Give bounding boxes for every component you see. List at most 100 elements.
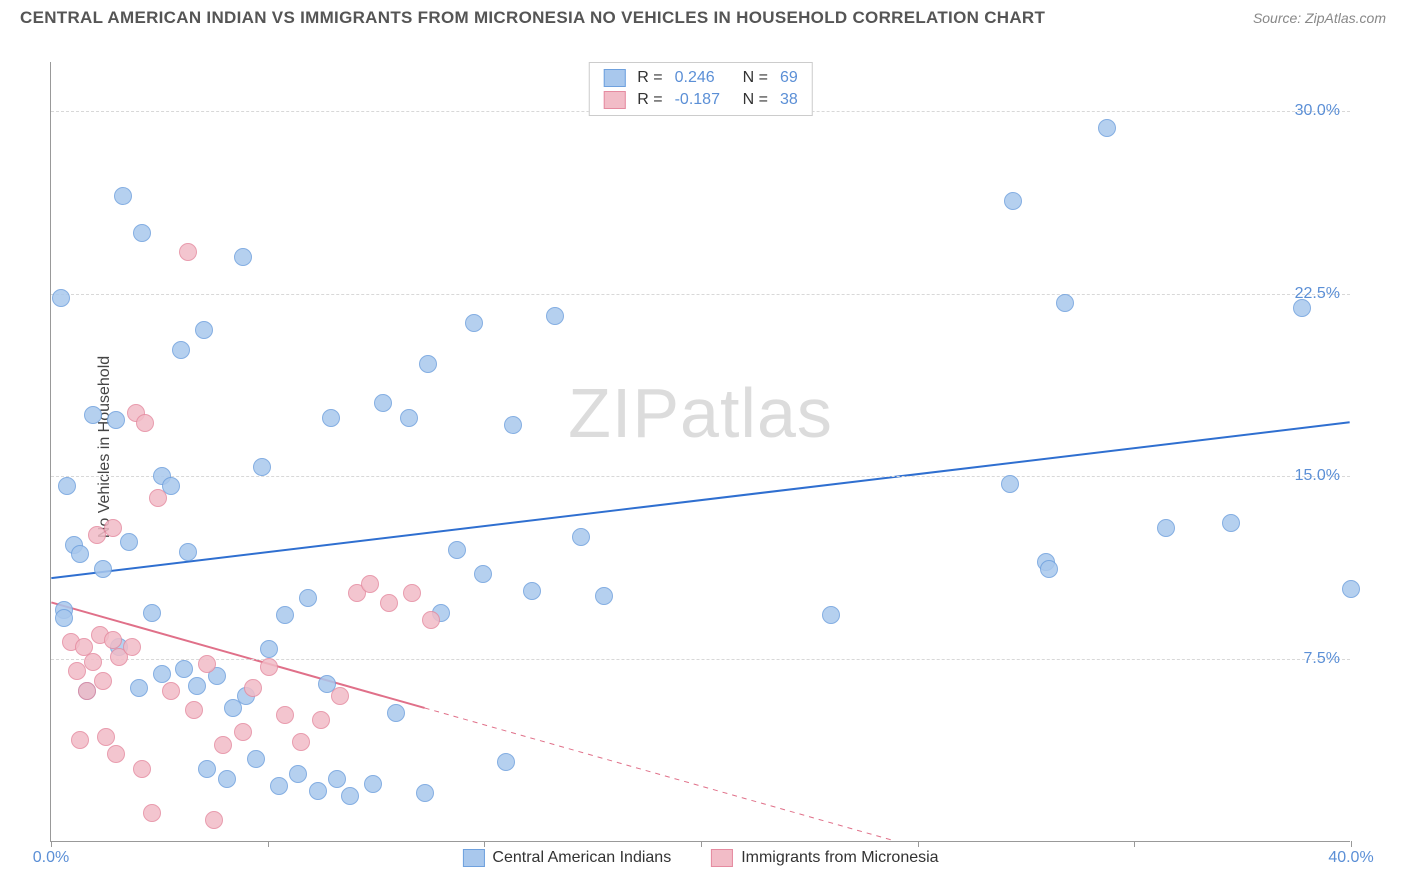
scatter-point: [364, 775, 382, 793]
scatter-point: [422, 611, 440, 629]
x-tick-mark-minor: [1134, 841, 1135, 847]
scatter-point: [179, 543, 197, 561]
scatter-point: [104, 519, 122, 537]
scatter-point: [341, 787, 359, 805]
scatter-point: [374, 394, 392, 412]
x-tick-label: 40.0%: [1328, 849, 1373, 867]
scatter-point: [1040, 560, 1058, 578]
scatter-point: [78, 682, 96, 700]
scatter-point: [55, 609, 73, 627]
scatter-point: [572, 528, 590, 546]
scatter-point: [71, 731, 89, 749]
scatter-point: [260, 640, 278, 658]
scatter-point: [143, 804, 161, 822]
scatter-point: [523, 582, 541, 600]
scatter-point: [448, 541, 466, 559]
y-tick-label: 7.5%: [1304, 650, 1340, 668]
scatter-point: [276, 706, 294, 724]
scatter-point: [1222, 514, 1240, 532]
scatter-point: [419, 355, 437, 373]
scatter-point: [380, 594, 398, 612]
scatter-point: [104, 631, 122, 649]
x-tick-mark: [918, 841, 919, 847]
scatter-point: [153, 665, 171, 683]
scatter-point: [71, 545, 89, 563]
n-value: 38: [780, 91, 798, 109]
scatter-point: [387, 704, 405, 722]
scatter-point: [1001, 475, 1019, 493]
legend-series-label: Central American Indians: [492, 849, 671, 867]
scatter-point: [234, 723, 252, 741]
scatter-point: [595, 587, 613, 605]
scatter-point: [133, 224, 151, 242]
y-tick-label: 30.0%: [1295, 102, 1340, 120]
scatter-point: [299, 589, 317, 607]
gridline: [51, 294, 1350, 295]
scatter-point: [247, 750, 265, 768]
scatter-point: [195, 321, 213, 339]
scatter-point: [1004, 192, 1022, 210]
n-value: 69: [780, 69, 798, 87]
scatter-point: [133, 760, 151, 778]
scatter-point: [120, 533, 138, 551]
scatter-point: [88, 526, 106, 544]
scatter-point: [312, 711, 330, 729]
chart-title: CENTRAL AMERICAN INDIAN VS IMMIGRANTS FR…: [20, 8, 1045, 28]
gridline: [51, 659, 1350, 660]
legend-stat-row: R = -0.187 N = 38: [603, 89, 797, 111]
scatter-point: [322, 409, 340, 427]
series-legend: Central American Indians Immigrants from …: [462, 849, 938, 867]
scatter-point: [97, 728, 115, 746]
x-tick-mark-minor: [268, 841, 269, 847]
x-tick-mark: [484, 841, 485, 847]
scatter-point: [107, 745, 125, 763]
scatter-point: [276, 606, 294, 624]
legend-swatch: [603, 69, 625, 87]
scatter-point: [403, 584, 421, 602]
scatter-point: [84, 406, 102, 424]
scatter-point: [292, 733, 310, 751]
scatter-point: [172, 341, 190, 359]
scatter-point: [179, 243, 197, 261]
scatter-point: [94, 672, 112, 690]
r-label: R =: [637, 91, 662, 109]
n-label: N =: [743, 91, 768, 109]
legend-series-item: Central American Indians: [462, 849, 671, 867]
legend-swatch: [462, 849, 484, 867]
scatter-point: [504, 416, 522, 434]
legend-swatch: [711, 849, 733, 867]
scatter-point: [260, 658, 278, 676]
scatter-point: [107, 411, 125, 429]
scatter-point: [214, 736, 232, 754]
scatter-point: [416, 784, 434, 802]
legend-stat-row: R =0.246N =69: [603, 67, 797, 89]
scatter-point: [465, 314, 483, 332]
r-value: -0.187: [675, 91, 731, 109]
x-tick-mark-minor: [701, 841, 702, 847]
gridline: [51, 476, 1350, 477]
scatter-point: [162, 682, 180, 700]
scatter-point: [198, 760, 216, 778]
scatter-point: [1342, 580, 1360, 598]
legend-series-label: Immigrants from Micronesia: [741, 849, 938, 867]
scatter-point: [474, 565, 492, 583]
trend-line-extrapolated: [425, 708, 896, 841]
chart-container: No Vehicles in Household ZIPatlas R =0.2…: [0, 32, 1406, 862]
r-value: 0.246: [675, 69, 731, 87]
scatter-point: [361, 575, 379, 593]
scatter-point: [185, 701, 203, 719]
x-tick-label: 0.0%: [33, 849, 69, 867]
x-tick-mark: [51, 841, 52, 847]
x-tick-mark: [1351, 841, 1352, 847]
y-tick-label: 15.0%: [1295, 467, 1340, 485]
plot-area: ZIPatlas R =0.246N =69R =-0.187N =38 Cen…: [50, 62, 1350, 842]
r-label: R =: [637, 69, 662, 87]
scatter-point: [234, 248, 252, 266]
scatter-point: [1098, 119, 1116, 137]
scatter-point: [84, 653, 102, 671]
scatter-point: [1056, 294, 1074, 312]
scatter-point: [58, 477, 76, 495]
scatter-point: [546, 307, 564, 325]
scatter-point: [400, 409, 418, 427]
scatter-point: [175, 660, 193, 678]
